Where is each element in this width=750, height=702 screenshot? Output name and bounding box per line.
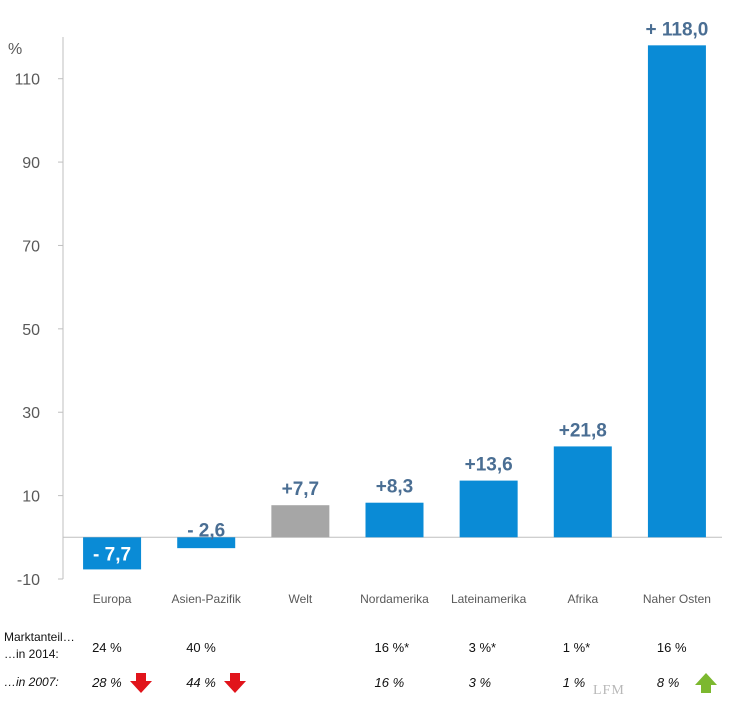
market-share-2007-label: …in 2007:: [4, 674, 59, 691]
category-label: Afrika: [567, 592, 598, 606]
data-label: - 7,7: [93, 544, 131, 565]
y-tick-label: 110: [14, 72, 40, 89]
category-label: Welt: [288, 592, 312, 606]
bar-chart: -10 10 30 50 70 90 110% - 7,7 - 2,6 +7,7 +8,3 +13,…: [8, 19, 722, 606]
market-share-2007-value: 3 %: [468, 675, 492, 690]
market-share-label-line2: …in 2014:: [4, 647, 59, 661]
market-share-2007-value: 1 %: [562, 675, 586, 690]
market-share-2014-value: 24 %: [92, 640, 122, 655]
data-label: +13,6: [465, 455, 513, 476]
market-share-2014-value: 3 %*: [468, 640, 497, 655]
market-share-2014-value: 16 %: [656, 640, 687, 655]
data-label: +21,8: [559, 420, 607, 441]
bar: [647, 45, 706, 538]
category-label: Europa: [93, 592, 132, 606]
chart-category-labels: Europa Asien-Pazifik Welt Nordamerika Latein…: [93, 592, 711, 606]
market-share-2007-value: 28 %: [92, 675, 122, 690]
market-share-2007-value: 44 %: [186, 675, 216, 690]
category-label: Naher Osten: [643, 592, 711, 606]
bar: [365, 502, 424, 538]
category-label: Lateinamerika: [451, 592, 527, 606]
data-label: - 2,6: [187, 520, 225, 541]
watermark: LFM: [593, 683, 625, 698]
red-down-arrow-icon: [224, 673, 247, 693]
market-share-2014-value: 40 %: [186, 640, 216, 655]
y-tick-label: 90: [22, 155, 40, 172]
data-label: + 118,0: [645, 19, 708, 40]
bar: [553, 446, 612, 538]
market-share-2014-label: Marktanteil… …in 2014:: [4, 629, 75, 663]
data-label: +8,3: [376, 477, 414, 498]
market-share-2014-value: 1 %*: [562, 640, 591, 655]
red-down-arrow-icon: [130, 673, 153, 693]
green-up-arrow-icon: [694, 673, 717, 693]
y-tick-label: 50: [22, 322, 40, 339]
y-tick-label: 30: [22, 405, 40, 422]
market-share-2014-value: 16 %*: [374, 640, 410, 655]
chart-data-labels: - 7,7 - 2,6 +7,7 +8,3 +13,6 +21,8 + 118,0: [93, 19, 708, 565]
y-tick-label: -10: [17, 572, 40, 589]
bar: [177, 537, 236, 549]
market-share-2007-value: 8 %: [656, 675, 680, 690]
y-axis-title: %: [8, 41, 22, 58]
y-tick-label: 10: [22, 489, 40, 506]
bar: [459, 480, 518, 538]
market-share-2007-value: 16 %: [374, 675, 405, 690]
market-share-label-2007-text: …in 2007:: [4, 675, 59, 689]
y-tick-label: 70: [22, 238, 40, 255]
bar: [271, 505, 330, 538]
chart-bars: [83, 45, 706, 570]
category-label: Nordamerika: [360, 592, 429, 606]
market-share-label-line1: Marktanteil…: [4, 630, 75, 644]
data-label: +7,7: [282, 479, 320, 500]
category-label: Asien-Pazifik: [172, 592, 242, 606]
bar: [83, 537, 142, 570]
chart-axes: -10 10 30 50 70 90 110%: [8, 37, 722, 589]
